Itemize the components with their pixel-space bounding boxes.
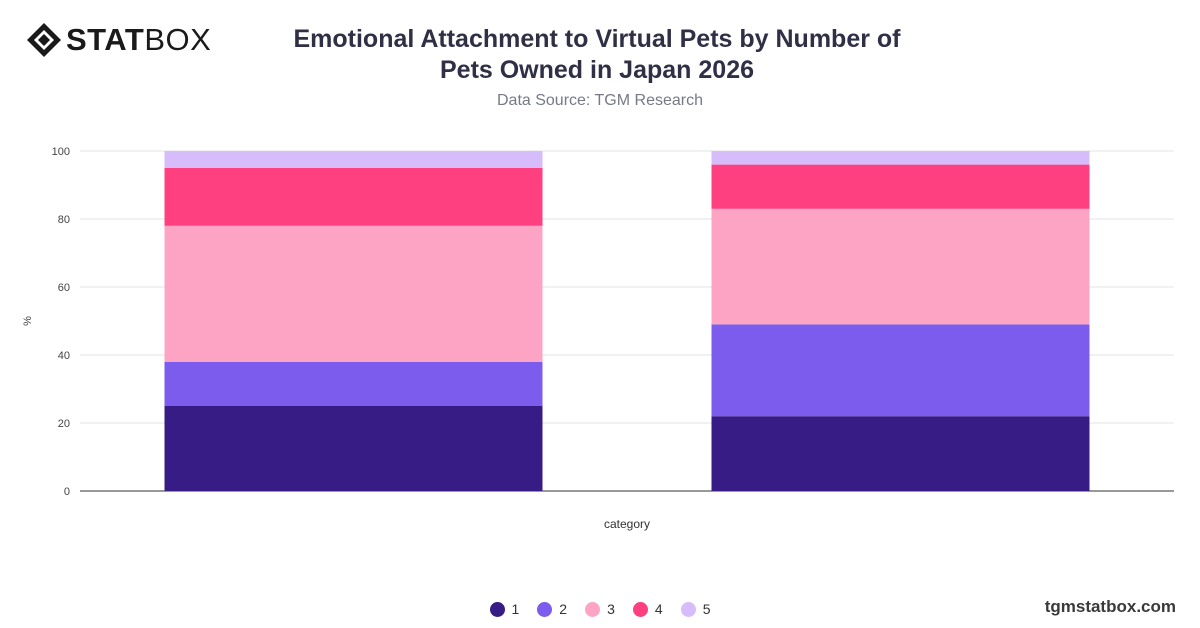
legend-swatch (632, 601, 648, 617)
legend-label: 3 (607, 601, 615, 617)
y-tick-label: 40 (58, 350, 70, 362)
y-tick-label: 80 (58, 214, 70, 226)
legend-swatch (489, 601, 505, 617)
y-tick-label: 20 (58, 418, 70, 430)
bar-segment-1 (711, 416, 1090, 491)
y-tick-label: 0 (64, 486, 70, 498)
y-tick-label: 60 (58, 282, 70, 294)
legend-item[interactable]: 1 (489, 601, 520, 617)
bar-segment-4 (164, 168, 543, 226)
bar-segment-5 (711, 151, 1090, 165)
site-url[interactable]: tgmstatbox.com (1044, 597, 1176, 616)
y-tick-label: 100 (52, 146, 70, 158)
legend-item[interactable]: 2 (537, 601, 567, 617)
legend-swatch (680, 601, 696, 617)
bar-segment-3 (711, 208, 1090, 325)
x-axis-label: category (604, 517, 650, 531)
legend-label: 4 (654, 601, 663, 617)
legend-label: 1 (511, 601, 520, 617)
bar-segment-5 (164, 151, 543, 168)
chart-legend: 1 2 3 4 5 (0, 601, 1200, 617)
bar-segment-3 (164, 225, 543, 362)
legend-label: 2 (559, 601, 568, 617)
brand-logo: STATBOX (26, 22, 211, 58)
bar-segment-4 (711, 164, 1090, 209)
legend-label: 5 (702, 601, 711, 617)
legend-item[interactable]: 3 (585, 601, 615, 617)
legend-swatch (585, 601, 601, 617)
y-axis-label: % (22, 316, 34, 326)
brand-wordmark: STATBOX (66, 22, 212, 57)
legend-item[interactable]: 5 (680, 601, 711, 617)
bar-segment-2 (711, 324, 1090, 417)
legend-item[interactable]: 4 (632, 601, 663, 617)
chart-subtitle: Data Source: TGM Research (496, 92, 703, 109)
diamond-grid-icon (27, 23, 61, 57)
legend-swatch (537, 601, 553, 617)
bar-segment-1 (164, 406, 543, 491)
bar-segment-2 (164, 361, 543, 406)
chart-title: Emotional Attachment to Virtual Pets by … (293, 25, 901, 84)
